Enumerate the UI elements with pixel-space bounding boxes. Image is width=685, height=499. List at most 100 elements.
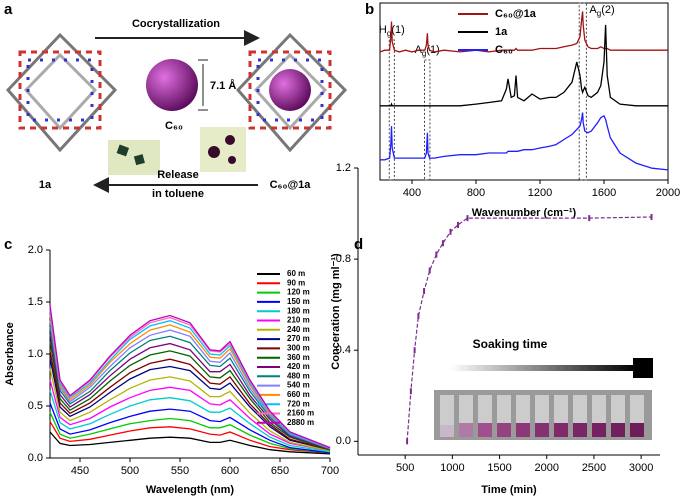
vial-liquid bbox=[573, 423, 587, 437]
vial-liquid bbox=[516, 423, 530, 437]
peak-label-part: g bbox=[597, 9, 601, 18]
x-tick-label: 1200 bbox=[528, 187, 552, 199]
x-tick-label: 1500 bbox=[487, 462, 511, 474]
legend-label: 90 m bbox=[287, 278, 305, 287]
marker bbox=[466, 215, 469, 222]
vial-liquid bbox=[592, 423, 606, 437]
peak-label-part: (2) bbox=[601, 4, 614, 16]
series-line bbox=[49, 310, 331, 449]
legend-label: 120 m bbox=[287, 288, 310, 297]
legend-label: C₆₀ bbox=[495, 44, 513, 56]
crystal bbox=[225, 135, 235, 145]
x-tick-label: 1600 bbox=[592, 187, 616, 199]
marker bbox=[435, 251, 438, 258]
x-tick-label: 2500 bbox=[582, 462, 606, 474]
series-line bbox=[380, 24, 668, 107]
vial-liquid bbox=[497, 423, 511, 437]
y-tick-label: 0.8 bbox=[336, 253, 351, 265]
x-axis-label: Wavelength (nm) bbox=[146, 484, 235, 496]
panel-letter: b bbox=[365, 1, 374, 18]
arrow-label: Cocrystallization bbox=[132, 18, 220, 30]
guest-label: C₆₀ bbox=[165, 120, 183, 132]
x-tick-label: 2000 bbox=[535, 462, 559, 474]
soaking-arrow bbox=[450, 358, 653, 378]
series-line bbox=[49, 390, 331, 453]
peak-label: Ag(2) bbox=[589, 4, 614, 18]
series-line bbox=[49, 379, 331, 452]
annotation: Soaking time bbox=[473, 337, 548, 351]
peak-label-part: (1) bbox=[391, 24, 404, 36]
legend-label: 540 m bbox=[287, 381, 310, 390]
legend-label: 240 m bbox=[287, 325, 310, 334]
vial-liquid bbox=[478, 423, 492, 437]
legend-label: 2160 m bbox=[287, 409, 314, 418]
series-line bbox=[49, 320, 331, 450]
size-label: 7.1 Å bbox=[210, 79, 236, 92]
x-tick-label: 700 bbox=[321, 465, 339, 477]
cage-right bbox=[235, 32, 348, 153]
legend-label: 480 m bbox=[287, 371, 310, 380]
series-line bbox=[379, 11, 668, 53]
x-tick-label: 600 bbox=[221, 465, 239, 477]
cage-left bbox=[5, 32, 118, 153]
peak-label-part: g bbox=[387, 29, 391, 38]
arrow-label: in toluene bbox=[152, 188, 204, 200]
x-tick-label: 450 bbox=[71, 465, 89, 477]
crystal-photo bbox=[200, 127, 246, 172]
series-line bbox=[49, 431, 331, 455]
crystal bbox=[228, 156, 236, 164]
series-line bbox=[49, 341, 331, 451]
legend-label: 150 m bbox=[287, 297, 310, 306]
marker bbox=[409, 388, 412, 395]
series-line bbox=[49, 314, 331, 449]
x-tick-label: 500 bbox=[396, 462, 414, 474]
legend-label: C₆₀@1a bbox=[495, 8, 537, 20]
panel-letter: c bbox=[4, 236, 12, 253]
complex-label: C₆₀@1a bbox=[270, 179, 312, 191]
y-tick-label: 2.0 bbox=[28, 244, 43, 256]
marker bbox=[650, 213, 653, 220]
marker bbox=[428, 267, 431, 274]
peak-label-part: A bbox=[589, 4, 597, 16]
legend-label: 420 m bbox=[287, 362, 310, 371]
legend-label: 270 m bbox=[287, 334, 310, 343]
peak-label: Hg(1) bbox=[379, 24, 405, 38]
crystal bbox=[116, 144, 130, 157]
marker bbox=[417, 313, 420, 320]
peak-box bbox=[423, 59, 431, 181]
x-tick-label: 1000 bbox=[440, 462, 464, 474]
peak-label-part: g bbox=[422, 49, 426, 58]
c60-inside bbox=[269, 69, 311, 111]
vial-liquid bbox=[459, 423, 473, 437]
legend-label: 1a bbox=[495, 26, 508, 38]
vial-liquid bbox=[630, 423, 644, 437]
legend-label: 300 m bbox=[287, 344, 310, 353]
x-axis-label: Wavenumber (cm⁻¹) bbox=[472, 207, 577, 219]
panel-letter: a bbox=[4, 1, 13, 18]
gradient-arrow bbox=[450, 365, 635, 371]
y-tick-label: 1.5 bbox=[28, 296, 43, 308]
series-line bbox=[49, 402, 331, 454]
arrow-label: Release bbox=[157, 169, 199, 181]
panel-a: a Cocrystallization 7.1 Å C₆₀ 1a Release… bbox=[4, 1, 348, 200]
marker bbox=[441, 240, 444, 247]
y-tick-label: 1.2 bbox=[336, 162, 351, 174]
plot-frame bbox=[379, 2, 669, 181]
x-tick-label: 800 bbox=[467, 187, 485, 199]
vial-liquid bbox=[440, 425, 454, 437]
vials-photo bbox=[434, 390, 652, 440]
x-tick-label: 3000 bbox=[629, 462, 653, 474]
x-axis-label: Time (min) bbox=[481, 484, 537, 496]
series-line bbox=[49, 421, 331, 454]
peak-box bbox=[388, 39, 395, 181]
y-tick-label: 1.0 bbox=[28, 348, 43, 360]
arrow-head bbox=[633, 358, 653, 378]
legend-label: 210 m bbox=[287, 316, 310, 325]
vial-liquid bbox=[611, 423, 625, 437]
legend-label: 180 m bbox=[287, 306, 310, 315]
x-tick-label: 2000 bbox=[656, 187, 680, 199]
x-tick-label: 500 bbox=[121, 465, 139, 477]
series-line bbox=[49, 358, 331, 451]
y-axis-label: Conceration (mg ml⁻¹) bbox=[330, 253, 342, 370]
